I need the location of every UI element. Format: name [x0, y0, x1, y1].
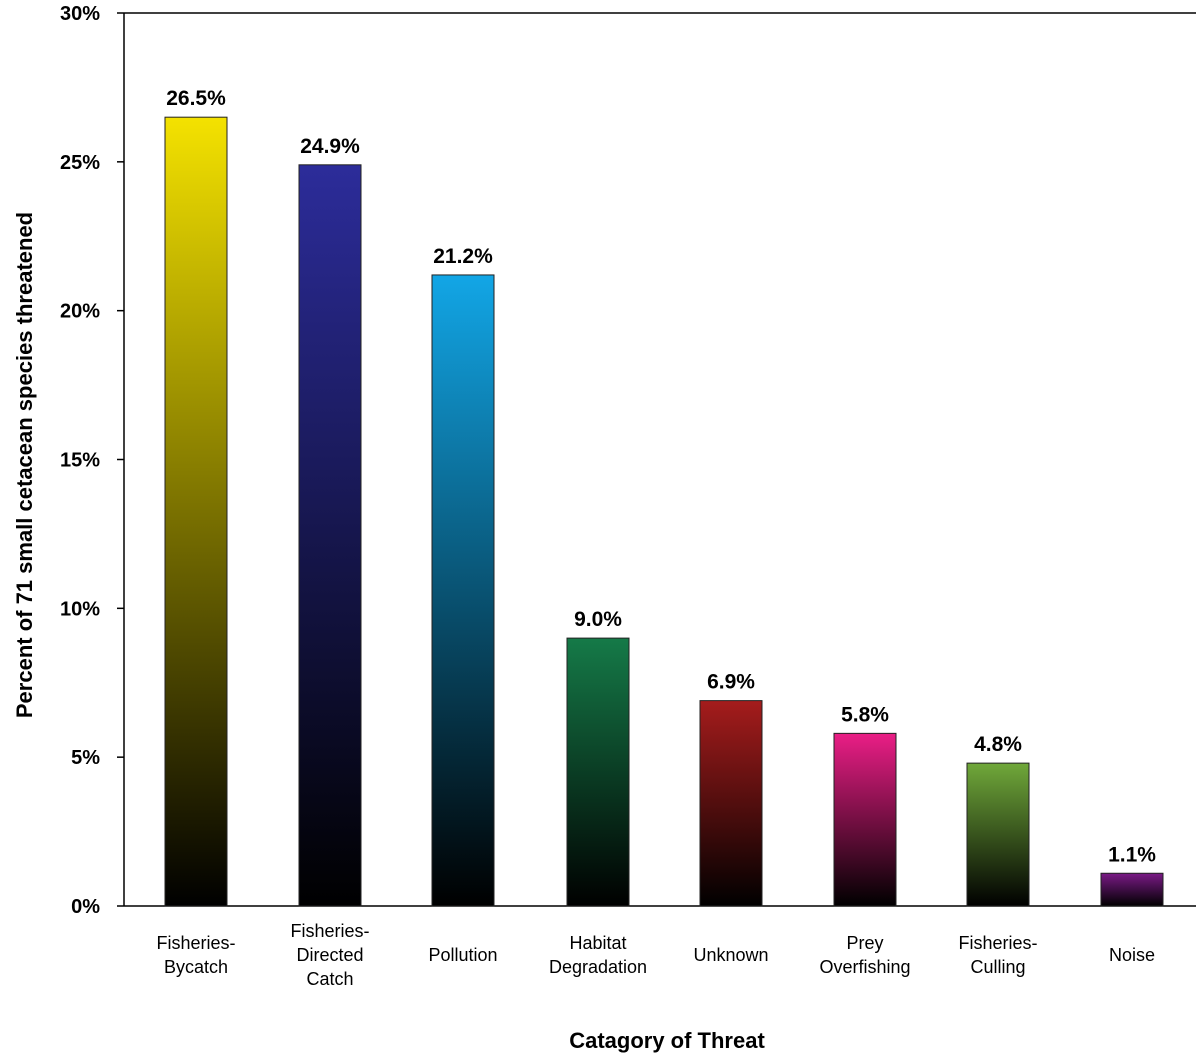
category-label: Pollution	[428, 945, 497, 965]
category-label: Fisheries-Culling	[958, 933, 1037, 977]
bar	[566, 637, 630, 907]
bar	[298, 164, 362, 907]
data-labels: 26.5% 24.9% 21.2% 9.0% 6.9% 5.8% 4.8% 1.1%	[166, 87, 1156, 866]
bar	[1100, 872, 1164, 907]
y-tick-label: 20%	[60, 301, 100, 323]
data-label: 24.9%	[300, 135, 360, 158]
y-tick-label: 30%	[60, 3, 100, 25]
category-label: Habitat Degradation	[549, 933, 647, 977]
category-label: Prey Overfishing	[819, 933, 910, 977]
data-label: 1.1%	[1108, 843, 1156, 866]
bar	[431, 274, 495, 907]
bar	[164, 116, 228, 907]
category-label: Noise	[1109, 945, 1155, 965]
category-label: Fisheries-Directed Catch	[290, 921, 369, 989]
y-axis-title: Percent of 71 small cetacean species thr…	[12, 212, 37, 718]
data-label: 21.2%	[433, 245, 493, 268]
bar	[966, 762, 1030, 907]
y-tick-label: 15%	[60, 450, 100, 472]
bar	[699, 700, 763, 907]
y-tick-label: 25%	[60, 152, 100, 174]
category-label: Fisheries-Bycatch	[156, 933, 235, 977]
category-labels: Fisheries-Bycatch Fisheries-Directed Catch…	[156, 921, 1155, 989]
data-label: 5.8%	[841, 703, 889, 726]
bars	[164, 116, 1164, 907]
data-label: 4.8%	[974, 733, 1022, 756]
x-axis-title: Catagory of Threat	[569, 1028, 765, 1053]
y-tick-label: 0%	[71, 896, 100, 918]
category-label: Unknown	[693, 945, 768, 965]
y-tick-label: 10%	[60, 598, 100, 620]
bar	[833, 732, 897, 907]
data-label: 9.0%	[574, 608, 622, 631]
y-tick-label: 5%	[71, 747, 100, 769]
data-label: 6.9%	[707, 671, 755, 694]
data-label: 26.5%	[166, 87, 226, 110]
